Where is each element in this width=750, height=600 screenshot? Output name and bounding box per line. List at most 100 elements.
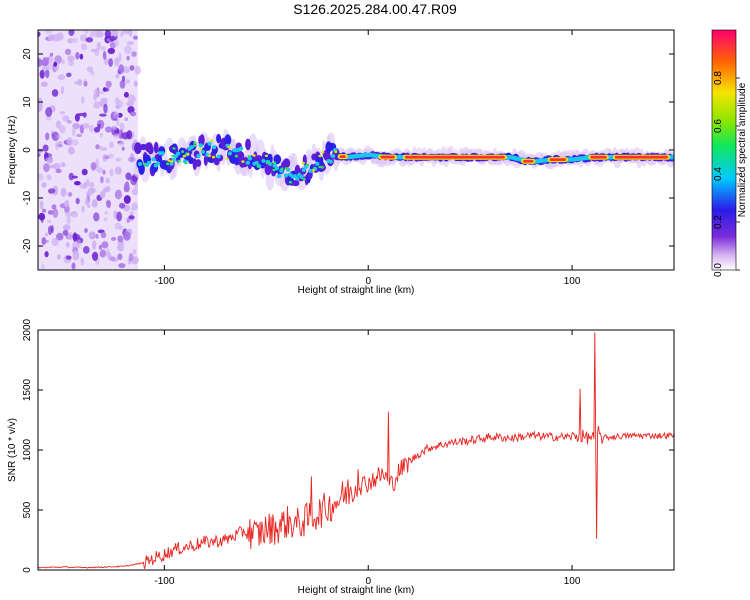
noise-blob (121, 75, 126, 82)
noise-blob (64, 48, 72, 56)
noise-blob (40, 81, 48, 87)
ridge-core (308, 168, 313, 173)
spectrogram-y-tick-label: -10 (22, 190, 33, 205)
noise-blob (45, 107, 53, 117)
noise-blob (114, 39, 119, 47)
ridge-core (146, 160, 152, 165)
noise-blob (123, 91, 129, 98)
spectrogram-x-label: Height of straight line (km) (298, 285, 415, 296)
noise-blob (85, 37, 94, 43)
ridge-hotspot (247, 155, 251, 158)
noise-blob (67, 55, 75, 62)
ridge-core (198, 143, 203, 148)
noise-blob (127, 106, 135, 114)
ridge-core (328, 159, 333, 164)
noise-blob (99, 190, 106, 199)
noise-blob (55, 141, 59, 151)
noise-blob (90, 188, 96, 193)
noise-blob (62, 229, 69, 236)
noise-blob (103, 217, 108, 222)
noise-blob (66, 72, 72, 78)
ridge-core (176, 151, 181, 156)
noise-blob (131, 188, 139, 196)
noise-blob (49, 52, 54, 57)
ridge-hotspot (272, 168, 276, 172)
snr-x-tick-label: -100 (154, 576, 174, 587)
ridge-hotspot (143, 162, 147, 166)
noise-blob (74, 113, 80, 122)
ridge-body (134, 142, 142, 155)
snr-y-tick-label: 1500 (22, 378, 33, 401)
ridge-core (294, 176, 300, 181)
colorbar: 0.0 0.2 0.4 0.6 0.8 Normalized spectral ampl… (711, 29, 748, 277)
noise-blob (105, 177, 111, 184)
noise-blob (65, 255, 72, 260)
ridge-core (247, 156, 253, 161)
noise-blob (116, 102, 120, 110)
noise-blob (66, 216, 71, 224)
noise-blob (99, 132, 103, 138)
noise-blob (38, 31, 41, 37)
noise-blob (84, 198, 89, 206)
noise-blob (121, 146, 125, 151)
ridge-core (283, 173, 289, 178)
noise-blob (41, 263, 45, 270)
spectrogram-y-label: Frequency (Hz) (7, 116, 18, 185)
noise-blob (53, 61, 58, 67)
noise-blob (103, 87, 107, 92)
noise-blob (109, 41, 116, 49)
ridge-hotspot (193, 144, 197, 147)
noise-blob (75, 197, 80, 205)
noise-blob (93, 101, 101, 109)
noise-blob (72, 127, 76, 137)
noise-blob (127, 156, 136, 163)
noise-blob (101, 241, 109, 249)
noise-blob (65, 211, 72, 218)
ridge-core (276, 174, 282, 179)
noise-blob (126, 101, 134, 107)
noise-blob (41, 59, 49, 67)
noise-blob (133, 80, 138, 87)
noise-blob (110, 236, 117, 241)
noise-blob (67, 38, 74, 44)
noise-blob (114, 222, 122, 230)
noise-blob (102, 51, 107, 60)
noise-blob (91, 199, 98, 208)
ridge-hotspot (227, 145, 231, 149)
snr-background (38, 330, 674, 570)
noise-blob (56, 232, 64, 241)
noise-blob (61, 59, 65, 65)
ridge-hotspot (186, 153, 190, 156)
noise-blob (43, 163, 50, 173)
spectrogram-y-tick-label: 10 (22, 96, 33, 108)
ridge-core (299, 174, 304, 179)
ridge-hotspot (321, 151, 325, 154)
noise-blob (84, 30, 89, 35)
noise-blob (46, 174, 52, 181)
ridge-core (200, 149, 206, 154)
noise-blob (66, 120, 72, 124)
noise-blob (59, 125, 66, 134)
ridge-body (188, 157, 195, 164)
noise-blob (99, 145, 103, 151)
noise-blob (42, 208, 47, 213)
noise-blob (51, 131, 60, 141)
noise-blob (109, 256, 115, 262)
noise-blob (99, 249, 107, 258)
ridge-hotspot (181, 150, 185, 153)
noise-blob (121, 132, 130, 140)
noise-blob (105, 80, 112, 88)
colorbar-tick-label: 0.2 (713, 215, 724, 229)
noise-blob (51, 204, 57, 210)
noise-blob (74, 181, 81, 186)
noise-blob (44, 232, 49, 237)
noise-blob (92, 251, 99, 261)
noise-blob (122, 66, 131, 74)
noise-blob (115, 157, 122, 162)
noise-blob (97, 123, 101, 128)
noise-blob (72, 250, 80, 261)
noise-blob (119, 80, 126, 89)
noise-blob (96, 30, 104, 38)
noise-blob (65, 241, 70, 248)
